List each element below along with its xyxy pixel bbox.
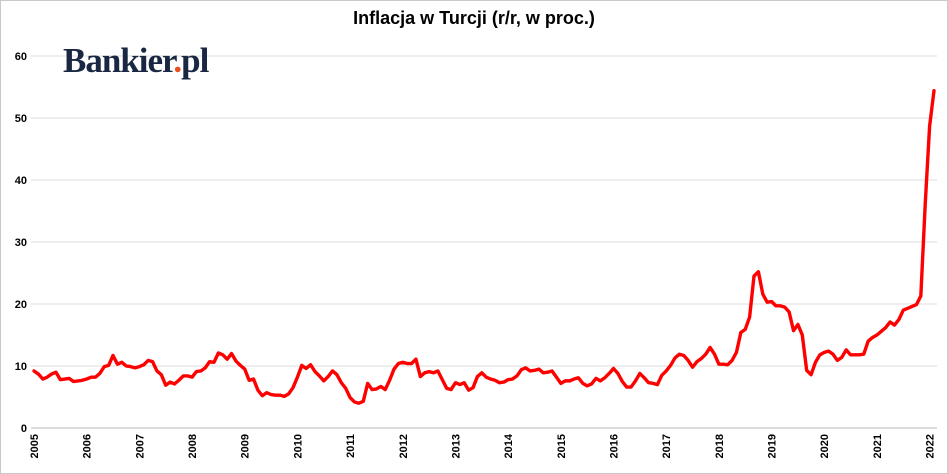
bankier-logo: Bankier.pl [63,41,209,80]
x-tick-label: 2015 [556,434,568,458]
x-tick-label: 2007 [134,434,146,458]
x-tick-label: 2011 [345,434,357,458]
inflation-line [32,89,936,405]
y-tick-label: 20 [15,299,27,311]
y-tick-label: 0 [21,423,27,435]
x-tick-label: 2014 [503,433,515,458]
y-axis-tick-labels: 0 10 20 30 40 50 60 [15,51,27,435]
y-tick-label: 30 [15,237,27,249]
x-tick-label: 2012 [398,434,410,458]
x-tick-label: 2017 [661,434,673,458]
y-tick-label: 50 [15,113,27,125]
y-tick-label: 60 [15,51,27,63]
x-tick-label: 2022 [925,434,937,458]
x-tick-label: 2006 [82,434,94,458]
gridlines [31,55,937,429]
x-tick-label: 2018 [714,434,726,458]
x-tick-label: 2020 [819,434,831,458]
x-tick-label: 2019 [767,434,779,458]
logo-text-main: Bankier [63,41,174,80]
x-tick-label: 2008 [187,434,199,458]
x-tick-label: 2021 [872,434,884,458]
x-tick-label: 2005 [29,434,41,458]
x-axis-tick-labels: 2005 2006 2007 2008 2009 2010 2011 2012 2013 2014… [29,433,937,458]
x-tick-label: 2016 [609,434,621,458]
x-tick-label: 2013 [450,434,462,458]
x-tick-label: 2009 [240,434,252,458]
logo-dot: . [173,41,182,80]
x-tick-label: 2010 [292,434,304,458]
logo-text-suffix: pl [181,41,209,80]
y-tick-label: 10 [15,361,27,373]
chart-title: Inflacja w Turcji (r/r, w proc.) [353,8,595,28]
series-lines [32,89,936,405]
y-tick-label: 40 [15,175,27,187]
